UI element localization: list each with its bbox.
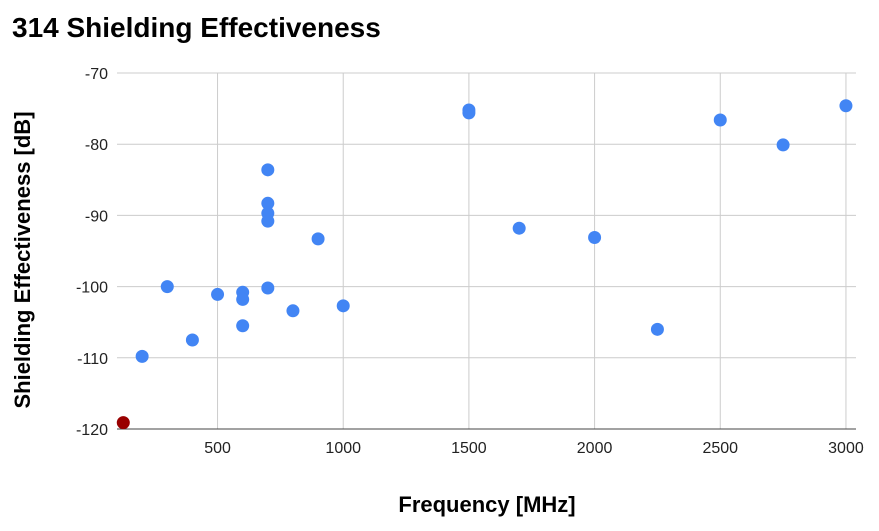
y-tick-label: -80 [85,137,108,154]
x-tick-label: 2500 [702,440,738,457]
data-point [261,163,275,177]
data-point [211,287,225,301]
data-point [512,221,526,235]
y-axis-title: Shielding Effectiveness [dB] [10,111,35,408]
data-point [462,106,476,120]
data-point [713,113,727,127]
y-tick-label: -70 [85,66,108,83]
data-point [236,292,250,306]
chart-title: 314 Shielding Effectiveness [12,12,381,43]
data-points [116,99,853,430]
data-point [336,299,350,313]
data-point [839,99,853,113]
x-tick-label: 1500 [451,440,487,457]
y-tick-label: -100 [76,280,108,297]
x-tick-label: 1000 [325,440,361,457]
data-point [160,280,174,294]
x-tick-label: 2000 [577,440,613,457]
data-point [776,138,790,152]
data-point [261,214,275,228]
data-point [236,319,250,333]
data-point [261,281,275,295]
y-tick-label: -90 [85,208,108,225]
y-tick-label: -120 [76,422,108,439]
y-axis-ticks: -70 -80 -90 -100 -110 -120 [76,66,108,439]
grid-lines [117,72,856,430]
x-axis-ticks: 500 1000 1500 2000 2500 3000 [204,440,864,457]
data-point [588,230,602,244]
data-point [650,322,664,336]
y-tick-label: -110 [77,351,108,368]
data-point [185,333,199,347]
x-axis-title: Frequency [MHz] [398,492,575,517]
data-point [261,196,275,210]
data-point [116,416,130,430]
data-point [135,349,149,363]
data-point [286,304,300,318]
x-tick-label: 500 [204,440,231,457]
x-tick-label: 3000 [828,440,864,457]
data-point [311,232,325,246]
